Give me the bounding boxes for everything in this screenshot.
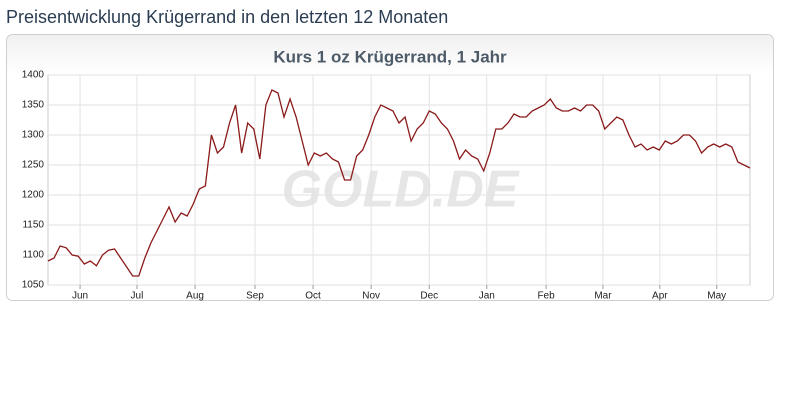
x-tick-label: Dec <box>420 291 438 302</box>
x-tick-label: Mar <box>594 291 612 302</box>
x-tick-label: Apr <box>652 291 668 302</box>
y-tick-label: 1400 <box>22 70 45 81</box>
y-tick-label: 1050 <box>22 280 45 291</box>
y-tick-label: 1250 <box>22 160 45 171</box>
y-tick-label: 1300 <box>22 130 45 141</box>
x-tick-label: May <box>707 291 726 302</box>
x-tick-label: Nov <box>362 291 380 302</box>
chart-title: Kurs 1 oz Krügerrand, 1 Jahr <box>273 47 507 66</box>
y-tick-label: 1350 <box>22 100 45 111</box>
x-tick-label: Sep <box>246 291 264 302</box>
x-tick-label: Feb <box>537 291 555 302</box>
x-tick-label: Jul <box>131 291 144 302</box>
x-tick-label: Jun <box>72 291 88 302</box>
watermark: GOLD.DE <box>282 161 520 219</box>
x-tick-label: Jan <box>479 291 495 302</box>
price-line <box>47 89 751 277</box>
x-tick-label: Oct <box>305 291 321 302</box>
page-title: Preisentwicklung Krügerrand in den letzt… <box>6 7 448 27</box>
y-tick-label: 1200 <box>22 190 45 201</box>
plot-area <box>47 74 751 286</box>
y-tick-label: 1150 <box>22 220 44 231</box>
x-tick-label: Aug <box>186 291 204 302</box>
y-tick-label: 1100 <box>22 250 44 261</box>
